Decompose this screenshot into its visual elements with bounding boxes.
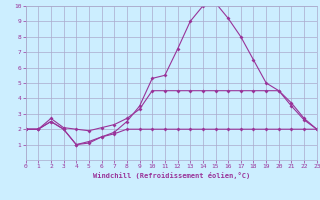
X-axis label: Windchill (Refroidissement éolien,°C): Windchill (Refroidissement éolien,°C) xyxy=(92,172,250,179)
